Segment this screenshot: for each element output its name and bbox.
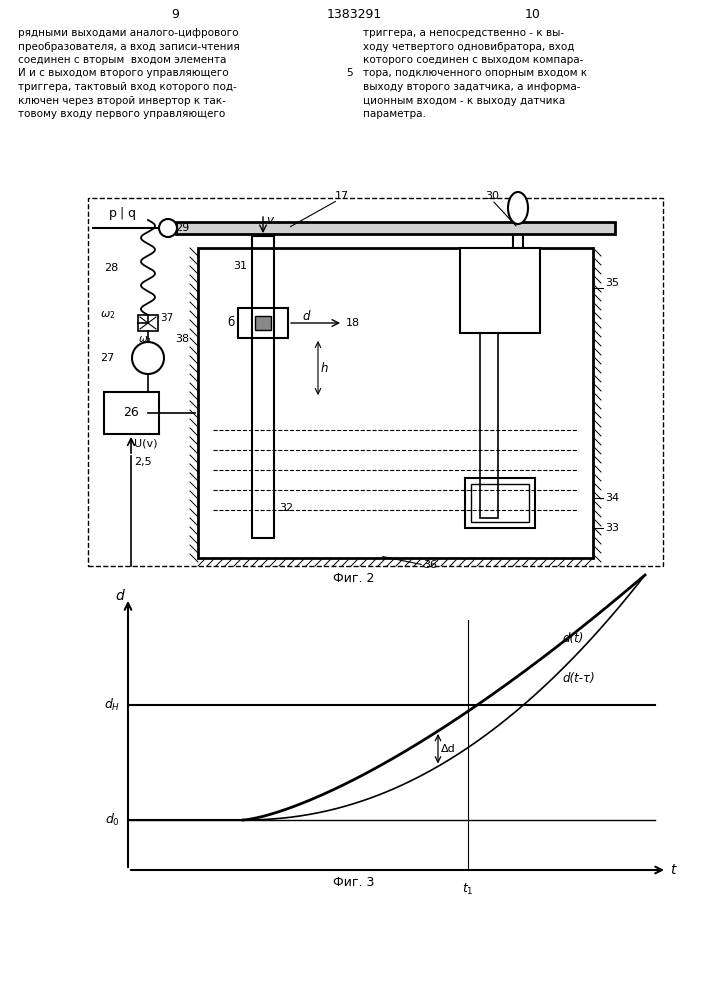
Text: 31: 31 — [233, 261, 247, 271]
Text: U(v): U(v) — [134, 439, 158, 449]
Text: Фиг. 2: Фиг. 2 — [333, 572, 375, 584]
Bar — [104, 392, 159, 434]
Text: 28: 28 — [104, 263, 118, 273]
Text: Фиг. 3: Фиг. 3 — [333, 876, 375, 888]
Text: тора, подключенного опорным входом к: тора, подключенного опорным входом к — [363, 68, 587, 79]
Text: И и с выходом второго управляющего: И и с выходом второго управляющего — [18, 68, 228, 79]
Text: параметра.: параметра. — [363, 109, 426, 119]
Text: 5: 5 — [346, 68, 354, 79]
Text: 34: 34 — [605, 493, 619, 503]
Ellipse shape — [508, 192, 528, 224]
Text: триггера, тактовый вход которого под-: триггера, тактовый вход которого под- — [18, 82, 237, 92]
Text: ключен через второй инвертор к так-: ключен через второй инвертор к так- — [18, 96, 226, 105]
Text: ходу четвертого одновибратора, вход: ходу четвертого одновибратора, вход — [363, 41, 574, 51]
Text: которого соединен с выходом компара-: которого соединен с выходом компара- — [363, 55, 583, 65]
Bar — [238, 308, 288, 338]
Bar — [471, 484, 529, 522]
Text: $t_1$: $t_1$ — [462, 882, 474, 897]
Text: $\omega_2$: $\omega_2$ — [100, 309, 115, 321]
Bar — [88, 198, 663, 566]
Text: 36: 36 — [423, 560, 437, 570]
Text: б: б — [228, 316, 235, 330]
Text: $\omega_1$: $\omega_1$ — [138, 334, 153, 346]
Text: 35: 35 — [605, 278, 619, 288]
Bar — [513, 220, 523, 300]
Bar — [198, 248, 593, 558]
Text: 26: 26 — [124, 406, 139, 420]
Bar — [138, 315, 158, 331]
Text: 18: 18 — [346, 318, 360, 328]
Text: h: h — [321, 361, 329, 374]
Text: 37: 37 — [160, 313, 173, 323]
Text: d(t): d(t) — [563, 632, 584, 645]
Circle shape — [159, 219, 177, 237]
Text: соединен с вторым  входом элемента: соединен с вторым входом элемента — [18, 55, 226, 65]
Text: d: d — [116, 589, 124, 603]
Bar — [465, 478, 535, 528]
Text: $d_H$: $d_H$ — [104, 697, 120, 713]
Text: Δd: Δd — [441, 744, 456, 754]
Text: ционным входом - к выходу датчика: ционным входом - к выходу датчика — [363, 96, 566, 105]
Text: выходу второго задатчика, а информа-: выходу второго задатчика, а информа- — [363, 82, 580, 92]
Text: t: t — [670, 863, 676, 877]
Text: $d_0$: $d_0$ — [105, 812, 120, 828]
Text: 29: 29 — [175, 223, 189, 233]
Bar — [252, 236, 274, 538]
Text: товому входу первого управляющего: товому входу первого управляющего — [18, 109, 226, 119]
Text: p: p — [109, 207, 117, 220]
Text: |: | — [120, 207, 124, 220]
Text: 33: 33 — [605, 523, 619, 533]
Text: рядными выходами аналого-цифрового: рядными выходами аналого-цифрового — [18, 28, 238, 38]
Text: v: v — [266, 215, 273, 228]
Bar — [480, 333, 498, 518]
Text: 9: 9 — [171, 7, 179, 20]
Text: 38: 38 — [175, 334, 189, 344]
Text: 30: 30 — [485, 191, 499, 201]
Circle shape — [132, 342, 164, 374]
Text: d: d — [303, 310, 310, 322]
Text: 1383291: 1383291 — [327, 7, 382, 20]
Text: преобразователя, а вход записи-чтения: преобразователя, а вход записи-чтения — [18, 41, 240, 51]
Text: 27: 27 — [100, 353, 115, 363]
Text: 10: 10 — [525, 7, 541, 20]
Bar — [460, 248, 540, 333]
Bar — [176, 222, 615, 234]
Text: M: M — [142, 352, 154, 364]
Text: q: q — [127, 207, 135, 220]
Text: 17: 17 — [335, 191, 349, 201]
Text: 32: 32 — [279, 503, 293, 513]
Text: 2,5: 2,5 — [134, 457, 151, 467]
Text: d(t-τ): d(t-τ) — [563, 672, 595, 685]
Text: триггера, а непосредственно - к вы-: триггера, а непосредственно - к вы- — [363, 28, 564, 38]
Bar — [255, 316, 271, 330]
